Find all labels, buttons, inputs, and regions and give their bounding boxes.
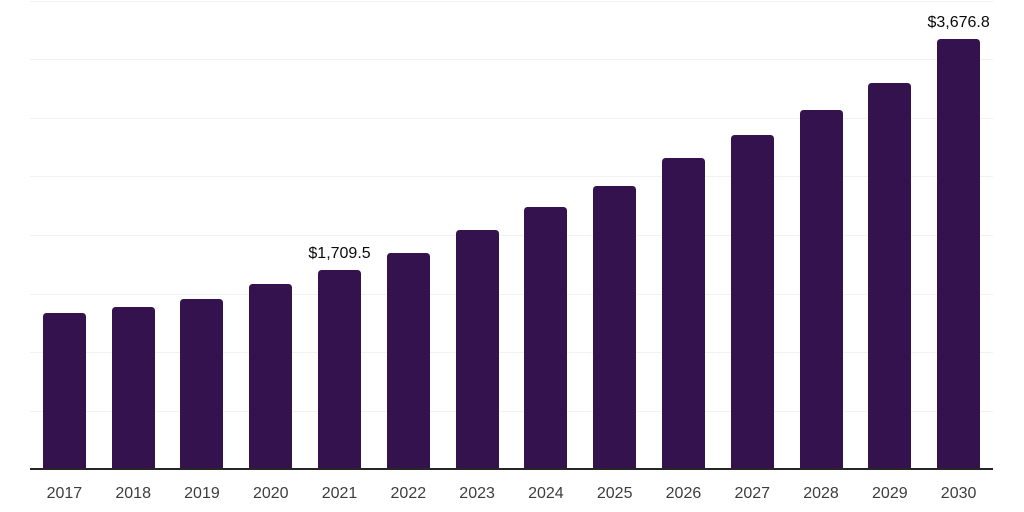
bar-2017	[42, 312, 86, 470]
bar-2020	[249, 284, 293, 470]
bar-2025	[593, 185, 637, 470]
value-label-2021: $1,709.5	[308, 244, 371, 262]
gridline-4000	[30, 0, 993, 2]
gridline-1500	[30, 293, 993, 295]
x-tick-label-2022: 2022	[390, 485, 427, 502]
x-tick-label-2026: 2026	[665, 485, 702, 502]
x-tick-label-2027: 2027	[734, 485, 771, 502]
x-tick-label-2021: 2021	[321, 485, 358, 502]
x-tick-label-2024: 2024	[528, 485, 564, 502]
bar-2019	[180, 298, 224, 470]
bar-2030	[937, 38, 981, 470]
x-tick-label-2030: 2030	[940, 485, 977, 502]
x-tick-label-2020: 2020	[252, 485, 289, 502]
x-axis-line	[30, 468, 993, 470]
x-tick-label-2023: 2023	[459, 485, 495, 502]
gridline-2500	[30, 176, 993, 178]
bar-2029	[868, 83, 912, 470]
gridline-3500	[30, 59, 993, 61]
bar-2018	[111, 307, 155, 470]
value-label-2030: $3,676.8	[927, 13, 990, 31]
gridline-1000	[30, 352, 993, 354]
x-tick-label-2029: 2029	[872, 485, 908, 502]
x-tick-label-2019: 2019	[184, 485, 220, 502]
x-tick-label-2028: 2028	[803, 485, 839, 502]
bar-2024	[524, 207, 568, 470]
x-tick-label-2025: 2025	[596, 485, 633, 502]
bar-2022	[386, 253, 430, 470]
gridline-3000	[30, 117, 993, 119]
bar-2021	[318, 269, 362, 470]
gridline-2000	[30, 235, 993, 236]
bar-2026	[661, 158, 705, 470]
gridline-500	[30, 410, 993, 412]
bar-2023	[455, 230, 499, 470]
x-tick-label-2018: 2018	[115, 485, 151, 502]
x-tick-label-2017: 2017	[46, 485, 83, 502]
bar-2028	[799, 110, 843, 470]
bar-2027	[730, 134, 774, 470]
